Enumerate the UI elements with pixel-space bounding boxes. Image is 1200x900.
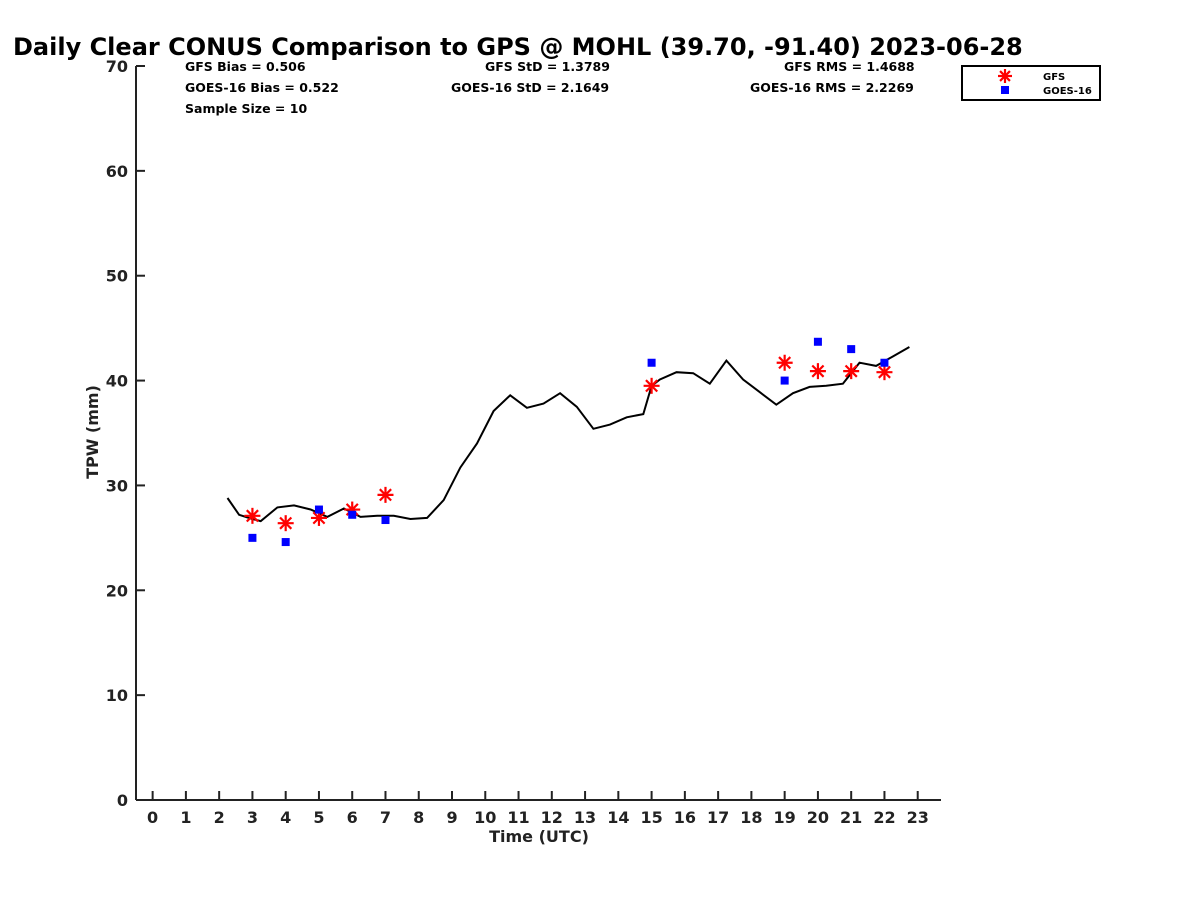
x-tick-label: 10 [474,808,496,827]
x-tick-label: 1 [180,808,191,827]
y-tick-label: 60 [106,162,128,181]
goes-rms-stat: GOES-16 RMS = 2.2269 [750,80,914,95]
x-tick-label: 0 [147,808,158,827]
gfs-point [876,364,893,381]
legend-gfs-label: GFS [1043,72,1065,83]
x-tick-label: 17 [707,808,729,827]
legend-gfs-asterisk [998,69,1012,83]
x-tick-label: 2 [214,808,225,827]
y-tick-label: 30 [106,476,128,495]
sample-size-stat: Sample Size = 10 [185,101,307,116]
goes-bias-stat: GOES-16 Bias = 0.522 [185,80,339,95]
x-tick-label: 18 [740,808,762,827]
x-tick-label: 13 [574,808,596,827]
gfs-point [843,363,860,380]
x-tick-label: 14 [607,808,629,827]
goes-16-point [348,510,357,519]
x-tick-label: 20 [807,808,829,827]
x-tick-label: 4 [280,808,291,827]
axes: 0 1 2 3 4 5 6 7 8 9 10 11 12 13 14 15 16 17 18 19 20 21 22 2301… [106,57,941,827]
y-tick-label: 10 [106,686,128,705]
goes-16-point [780,376,789,385]
legend-goes-marker [1001,86,1009,94]
x-tick-label: 12 [541,808,563,827]
x-tick-label: 3 [247,808,258,827]
chart-title: Daily Clear CONUS Comparison to GPS @ MO… [13,33,1023,61]
goes-16-point [813,337,822,346]
gps-tpw-line [226,346,910,523]
x-tick-label: 16 [674,808,696,827]
gfs-std-stat: GFS StD = 1.3789 [485,59,610,74]
x-tick-label: 23 [907,808,929,827]
goes-16-point [314,505,323,514]
gfs-point [776,354,793,371]
x-tick-label: 15 [640,808,662,827]
gfs-point [277,515,294,532]
x-tick-label: 7 [380,808,391,827]
goes-std-stat: GOES-16 StD = 2.1649 [451,80,609,95]
legend-gfs-marker [998,69,1012,83]
x-tick-label: 9 [446,808,457,827]
gfs-point [244,507,261,524]
y-tick-label: 0 [117,791,128,810]
plot-area [226,337,910,547]
legend: GFS GOES-16 [961,65,1101,101]
legend-box [961,65,1101,101]
goes-16-point [281,538,290,547]
y-tick-label: 40 [106,372,128,391]
x-tick-label: 8 [413,808,424,827]
gfs-point [643,377,660,394]
y-tick-label: 50 [106,267,128,286]
goes-16-point [880,358,889,367]
x-tick-label: 21 [840,808,862,827]
x-axis-label: Time (UTC) [489,827,589,846]
gfs-rms-stat: GFS RMS = 1.4688 [784,59,915,74]
gfs-point [310,509,327,526]
y-tick-label: 20 [106,581,128,600]
x-tick-label: 22 [873,808,895,827]
y-axis-label: TPW (mm) [83,385,102,479]
x-tick-label: 5 [313,808,324,827]
goes-16-point [647,358,656,367]
gfs-point [809,363,826,380]
gfs-bias-stat: GFS Bias = 0.506 [185,59,306,74]
goes-16-point [381,516,390,525]
x-tick-label: 6 [347,808,358,827]
gfs-point [377,486,394,503]
x-tick-label: 11 [507,808,529,827]
y-tick-label: 70 [106,57,128,76]
legend-goes-label: GOES-16 [1043,86,1092,97]
x-tick-label: 19 [774,808,796,827]
goes-16-point [248,533,257,542]
goes-16-point [847,345,856,354]
